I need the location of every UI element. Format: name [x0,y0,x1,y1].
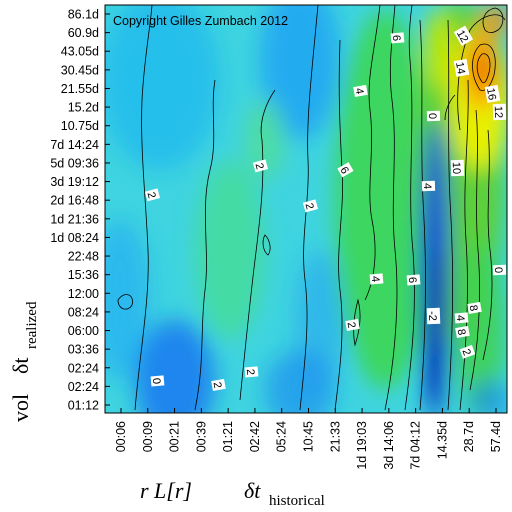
x-tick-label: 57.4d [489,421,503,452]
x-tick-label: 05:24 [275,421,289,452]
y-tick-label: 86.1d [68,8,99,22]
y-tick-label: 03:36 [68,343,99,357]
contour-label: 0 [426,113,438,120]
y-tick-label: 2d 16:48 [50,194,99,208]
contour-label: 14 [453,61,467,75]
x-axis-label-main: r L[r] [140,478,192,503]
contour-label: 4 [421,183,433,190]
contour-label: 6 [406,277,418,284]
y-tick-label: 22:48 [68,250,99,264]
x-tick-label: 28.7d [462,421,476,452]
contour-label: 6 [337,165,350,176]
contour-label: 0 [150,378,162,385]
y-axis-ticks: 86.1d 60.9d 43.05d 30.45d 21.55d 15.2d 10.75d 7… [50,8,110,413]
contour-label: 10 [450,162,462,175]
contour-label: -2 [426,311,438,321]
plot-border [104,4,508,414]
contour-label: 2 [345,321,358,329]
y-tick-label: 1d 08:24 [50,231,99,245]
x-tick-label: 10:45 [302,421,316,452]
y-axis-label: vol δt realized [8,301,40,422]
y-tick-label: 7d 14:24 [50,138,99,152]
x-tick-label: 01:21 [221,421,235,452]
y-tick-label: 43.05d [61,45,99,59]
y-tick-label: 06:00 [68,324,99,338]
y-tick-label: 3d 19:12 [50,175,99,189]
contour-label: 2 [211,381,224,389]
heatmap-field [105,5,507,413]
x-axis-label: r L[r] δt historical [140,478,325,509]
contour-label: 2 [459,347,472,357]
y-axis-label-main: vol [8,394,33,422]
contour-label: 12 [492,106,504,119]
x-tick-label: 00:21 [168,421,182,452]
y-tick-label: 08:24 [68,305,99,319]
x-tick-label: 00:39 [194,421,208,452]
x-tick-label: 7d 04:12 [409,421,423,470]
x-tick-label: 21:33 [328,421,342,452]
y-tick-label: 1d 21:36 [50,212,99,226]
x-tick-label: 3d 14:06 [382,421,396,470]
x-tick-label: 02:42 [248,421,262,452]
x-axis-label-delta: δt [244,478,261,503]
contour-label: 12 [454,28,471,45]
y-tick-label: 01:12 [68,399,99,413]
y-axis-label-delta: δt [8,358,33,374]
y-tick-label: 12:00 [68,287,99,301]
y-tick-label: 02:24 [68,380,99,394]
y-tick-label: 5d 09:36 [50,156,99,170]
y-tick-label: 10.75d [61,119,99,133]
contour-label: 2 [252,162,265,171]
y-tick-label: 30.45d [61,63,99,77]
y-tick-label: 02:24 [68,361,99,375]
y-axis-label-subscript: realized [24,301,40,349]
x-axis-label-subscript: historical [269,493,325,509]
contour-label: 4 [369,276,381,283]
contour-label: 4 [353,87,366,95]
x-axis-ticks: 00:06 00:09 00:21 00:39 01:21 02:42 05:24 10:45… [114,408,503,470]
x-tick-label: 14.35d [435,421,449,459]
x-tick-label: 00:09 [141,421,155,452]
contour-label: 6 [390,35,402,42]
contour-label: 0 [492,267,504,274]
y-tick-label: 21.55d [61,82,99,96]
y-tick-label: 60.9d [68,26,99,40]
contour-label: 2 [244,369,256,376]
contour-label: 2 [144,191,157,200]
contour-label: 4 [454,315,466,322]
contour-label: 8 [467,304,480,312]
contour-label: 8 [455,328,468,336]
contour-label: 16 [484,87,498,101]
contour-labels: 2 2 2 2 2 2 0 4 4 4 4 6 6 6 8 8 10 12 12… [144,25,507,391]
contour-label: 2 [302,202,315,211]
x-tick-label: 00:06 [114,421,128,452]
y-tick-label: 15:36 [68,268,99,282]
copyright-text: Copyright Gilles Zumbach 2012 [113,14,288,28]
y-tick-label: 15.2d [68,101,99,115]
x-tick-label: 1d 19:03 [355,421,369,470]
